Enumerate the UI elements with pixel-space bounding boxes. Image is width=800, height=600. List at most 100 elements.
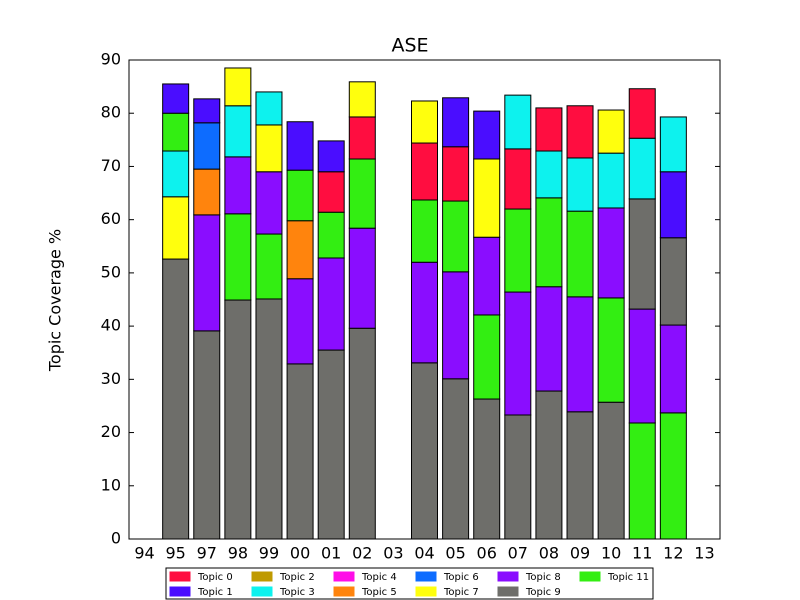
y-tick-label: 10 xyxy=(101,475,121,494)
x-tick-label: 08 xyxy=(539,544,559,563)
x-tick-label: 03 xyxy=(383,544,403,563)
bar-segment xyxy=(504,94,532,150)
bar-segment xyxy=(473,158,501,238)
bar-segment xyxy=(535,390,563,540)
legend-label: Topic 9 xyxy=(525,587,561,598)
bar-segment xyxy=(255,124,283,173)
bar-segment xyxy=(504,414,532,540)
x-tick-label: 06 xyxy=(477,544,497,563)
legend-swatch xyxy=(497,571,519,582)
legend-swatch xyxy=(251,586,273,597)
y-axis-label: Topic Coverage % xyxy=(46,229,65,372)
x-tick-label: 95 xyxy=(165,544,185,563)
legend-swatch xyxy=(333,586,355,597)
x-tick-label: 98 xyxy=(228,544,248,563)
legend-label: Topic 1 xyxy=(197,587,233,598)
bar-segment xyxy=(348,227,376,329)
bar-segment xyxy=(659,171,687,239)
x-tick-label: 09 xyxy=(570,544,590,563)
legend-swatch xyxy=(333,571,355,582)
legend-swatch xyxy=(415,586,437,597)
bar-segment xyxy=(597,109,625,154)
bar-segment xyxy=(162,196,190,260)
bar-segment xyxy=(224,299,252,540)
bar-segment xyxy=(628,198,656,310)
legend-label: Topic 2 xyxy=(279,572,315,583)
y-tick-label: 30 xyxy=(101,369,121,388)
bar-segment xyxy=(566,210,594,298)
bar-segment xyxy=(628,137,656,200)
bar-segment xyxy=(566,157,594,212)
bar-segment xyxy=(473,398,501,540)
bar-segment xyxy=(442,200,470,273)
legend-swatch xyxy=(497,586,519,597)
x-tick-label: 13 xyxy=(694,544,714,563)
plot-frame xyxy=(128,59,721,540)
bar-segment xyxy=(255,171,283,235)
y-tick-label: 80 xyxy=(101,103,121,122)
bar-segment xyxy=(286,169,314,222)
bar-segment xyxy=(411,362,438,540)
y-tick-label: 60 xyxy=(101,209,121,228)
y-tick-label: 20 xyxy=(101,422,121,441)
bar-segment xyxy=(442,378,470,540)
x-tick-label: 04 xyxy=(414,544,434,563)
legend-swatch xyxy=(169,586,191,597)
legend-swatch xyxy=(415,571,437,582)
bar-segment xyxy=(348,327,376,540)
legend-label: Topic 0 xyxy=(197,572,233,583)
bar-segment xyxy=(286,220,314,280)
bar-segment xyxy=(193,330,221,540)
bar-segment xyxy=(442,271,470,380)
x-tick-label: 02 xyxy=(352,544,372,563)
y-tick-label: 40 xyxy=(101,316,121,335)
x-tick-label: 01 xyxy=(321,544,341,563)
bar-segment xyxy=(317,140,345,173)
legend-swatch xyxy=(251,571,273,582)
legend-label: Topic 6 xyxy=(443,572,479,583)
bar-segment xyxy=(255,233,283,300)
bar-segment xyxy=(566,296,594,413)
bar-segment xyxy=(597,401,625,540)
x-tick-label: 11 xyxy=(632,544,652,563)
y-tick-label: 90 xyxy=(101,50,121,69)
bar-segment xyxy=(566,411,594,540)
bar-segment xyxy=(348,81,376,118)
bar-segment xyxy=(193,214,221,332)
bar-segment xyxy=(224,105,252,158)
y-tick-label: 50 xyxy=(101,262,121,281)
legend-swatch xyxy=(579,571,601,582)
bar-segment xyxy=(255,298,283,540)
bar-segment xyxy=(442,97,470,148)
bar-segment xyxy=(193,122,221,170)
bar-segment xyxy=(193,168,221,216)
bar-segment xyxy=(566,105,594,159)
bar-segment xyxy=(224,67,252,107)
chart-title: ASE xyxy=(391,35,428,57)
x-tick-label: 99 xyxy=(259,544,279,563)
bar-segment xyxy=(286,363,314,540)
bar-segment xyxy=(193,98,221,124)
bar-segment xyxy=(659,412,687,540)
bar-segment xyxy=(317,349,345,540)
bar-segment xyxy=(628,88,656,139)
bar-segment xyxy=(317,211,345,259)
x-tick-label: 10 xyxy=(601,544,621,563)
bar-segment xyxy=(597,207,625,299)
x-tick-label: 94 xyxy=(134,544,154,563)
x-tick-label: 00 xyxy=(290,544,310,563)
legend-label: Topic 11 xyxy=(607,572,649,583)
bar-segment xyxy=(224,213,252,301)
x-tick-label: 07 xyxy=(508,544,528,563)
bar-segment xyxy=(473,314,501,400)
bar-segment xyxy=(162,150,190,198)
y-tick-label: 0 xyxy=(111,529,121,548)
bar-segment xyxy=(535,150,563,199)
bar-segment xyxy=(597,152,625,209)
bar-segment xyxy=(535,286,563,392)
bar-segment xyxy=(411,261,438,364)
x-tick-label: 97 xyxy=(197,544,217,563)
legend-label: Topic 3 xyxy=(279,587,315,598)
